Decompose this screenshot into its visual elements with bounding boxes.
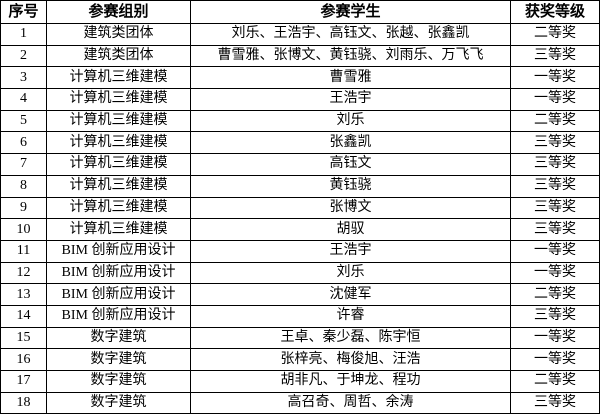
students-cell: 王卓、秦少磊、陈宇恒 [190,326,511,350]
award-cell: 三等奖 [510,153,600,176]
table-row: 10 计算机三维建模 胡驭 三等奖 [0,218,600,241]
award-cell: 一等奖 [510,261,600,285]
table-row: 5 计算机三维建模 刘乐 二等奖 [0,109,600,133]
index-cell: 2 [0,44,47,68]
students-cell: 张梓亮、梅俊旭、汪浩 [190,348,511,371]
students-cell: 胡非凡、于坤龙、程功 [190,370,511,393]
header-cell: 序号 [0,0,47,24]
index-cell: 16 [0,348,47,371]
table-row: 9 计算机三维建模 张博文 三等奖 [0,196,600,220]
group-cell: 计算机三维建模 [46,218,191,241]
students-cell: 刘乐、王浩宇、高钰文、张越、张鑫凯 [190,23,511,46]
table-row: 12 BIM 创新应用设计 刘乐 一等奖 [0,261,600,285]
table-row: 3 计算机三维建模 曹雪雅 一等奖 [0,66,600,90]
group-cell: BIM 创新应用设计 [46,261,191,285]
table-row: 17 数字建筑 胡非凡、于坤龙、程功 二等奖 [0,370,600,393]
index-cell: 11 [0,239,47,263]
students-cell: 高召奇、周哲、余涛 [190,391,511,415]
students-cell: 王浩宇 [190,239,511,263]
group-cell: 建筑类团体 [46,23,191,46]
students-cell: 曹雪雅、张博文、黄钰骁、刘雨乐、万飞飞 [190,44,511,68]
group-cell: 计算机三维建模 [46,174,191,198]
award-cell: 一等奖 [510,239,600,263]
header-cell: 获奖等级 [510,0,600,24]
table-row: 16 数字建筑 张梓亮、梅俊旭、汪浩 一等奖 [0,348,600,371]
students-cell: 黄钰骁 [190,174,511,198]
students-cell: 胡驭 [190,218,511,241]
award-cell: 三等奖 [510,304,600,328]
group-cell: 计算机三维建模 [46,66,191,90]
students-cell: 刘乐 [190,261,511,285]
table-row: 6 计算机三维建模 张鑫凯 三等奖 [0,131,600,155]
students-cell: 张博文 [190,196,511,220]
students-cell: 王浩宇 [190,88,511,111]
index-cell: 13 [0,283,47,306]
group-cell: 数字建筑 [46,348,191,371]
group-cell: BIM 创新应用设计 [46,283,191,306]
students-cell: 许睿 [190,304,511,328]
group-cell: BIM 创新应用设计 [46,304,191,328]
index-cell: 8 [0,174,47,198]
group-cell: BIM 创新应用设计 [46,239,191,263]
index-cell: 18 [0,391,47,415]
award-cell: 二等奖 [510,109,600,133]
index-cell: 9 [0,196,47,220]
table-row: 15 数字建筑 王卓、秦少磊、陈宇恒 一等奖 [0,326,600,350]
award-cell: 三等奖 [510,391,600,415]
students-cell: 张鑫凯 [190,131,511,155]
table-row: 18 数字建筑 高召奇、周哲、余涛 三等奖 [0,391,600,415]
group-cell: 计算机三维建模 [46,88,191,111]
index-cell: 3 [0,66,47,90]
award-cell: 三等奖 [510,44,600,68]
students-cell: 曹雪雅 [190,66,511,90]
table-row: 2 建筑类团体 曹雪雅、张博文、黄钰骁、刘雨乐、万飞飞 三等奖 [0,44,600,68]
group-cell: 建筑类团体 [46,44,191,68]
header-row: 序号 参赛组别 参赛学生 获奖等级 [0,0,600,24]
index-cell: 10 [0,218,47,241]
group-cell: 数字建筑 [46,370,191,393]
index-cell: 6 [0,131,47,155]
index-cell: 14 [0,304,47,328]
table-row: 13 BIM 创新应用设计 沈健军 二等奖 [0,283,600,306]
students-cell: 刘乐 [190,109,511,133]
group-cell: 计算机三维建模 [46,131,191,155]
award-cell: 三等奖 [510,218,600,241]
table-row: 11 BIM 创新应用设计 王浩宇 一等奖 [0,239,600,263]
index-cell: 15 [0,326,47,350]
students-cell: 沈健军 [190,283,511,306]
index-cell: 12 [0,261,47,285]
table-row: 1 建筑类团体 刘乐、王浩宇、高钰文、张越、张鑫凯 二等奖 [0,23,600,46]
index-cell: 7 [0,153,47,176]
index-cell: 1 [0,23,47,46]
award-cell: 二等奖 [510,23,600,46]
table-row: 7 计算机三维建模 高钰文 三等奖 [0,153,600,176]
award-cell: 三等奖 [510,131,600,155]
award-cell: 三等奖 [510,196,600,220]
header-cell: 参赛组别 [46,0,191,24]
index-cell: 5 [0,109,47,133]
award-cell: 二等奖 [510,370,600,393]
index-cell: 4 [0,88,47,111]
award-cell: 一等奖 [510,88,600,111]
award-cell: 一等奖 [510,66,600,90]
table-row: 8 计算机三维建模 黄钰骁 三等奖 [0,174,600,198]
award-cell: 三等奖 [510,174,600,198]
header-cell: 参赛学生 [190,0,511,24]
students-cell: 高钰文 [190,153,511,176]
index-cell: 17 [0,370,47,393]
group-cell: 计算机三维建模 [46,196,191,220]
award-cell: 一等奖 [510,348,600,371]
group-cell: 数字建筑 [46,326,191,350]
table-row: 4 计算机三维建模 王浩宇 一等奖 [0,88,600,111]
table-row: 14 BIM 创新应用设计 许睿 三等奖 [0,304,600,328]
award-cell: 二等奖 [510,283,600,306]
award-cell: 一等奖 [510,326,600,350]
group-cell: 数字建筑 [46,391,191,415]
group-cell: 计算机三维建模 [46,153,191,176]
group-cell: 计算机三维建模 [46,109,191,133]
